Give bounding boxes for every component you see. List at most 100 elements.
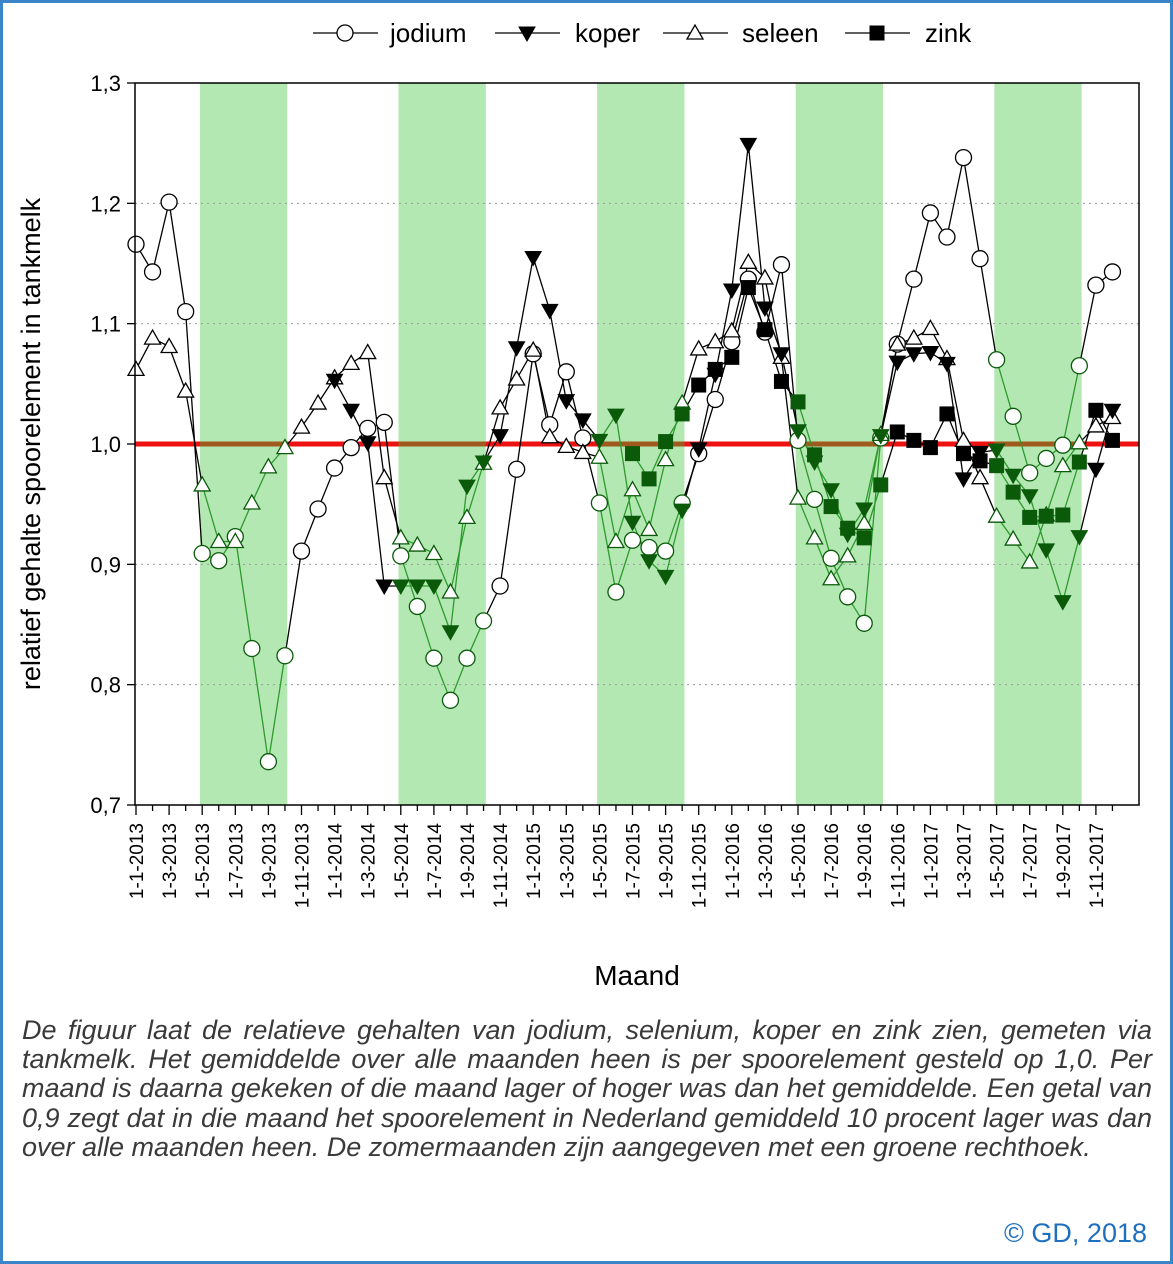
marker-koper-33 bbox=[673, 503, 692, 520]
marker-zink-31 bbox=[641, 471, 657, 487]
figure-caption: De figuur laat de relatieve gehalten van… bbox=[22, 1015, 1152, 1162]
line-koper-35 bbox=[714, 289, 733, 375]
line-jodium-7 bbox=[251, 648, 270, 762]
marker-koper-52 bbox=[987, 443, 1006, 460]
line-jodium-46 bbox=[896, 278, 915, 345]
marker-seleen-9 bbox=[275, 438, 295, 455]
marker-jodium-59 bbox=[1103, 263, 1122, 281]
marker-seleen-11 bbox=[308, 393, 328, 410]
marker-zink-37 bbox=[740, 280, 756, 296]
y-axis-label: relatief gehalte spoorelement in tankmel… bbox=[16, 197, 46, 690]
marker-koper-14 bbox=[358, 436, 377, 452]
marker-seleen-34 bbox=[689, 339, 708, 356]
marker-zink-47 bbox=[906, 432, 922, 448]
marker-zink-50 bbox=[956, 446, 971, 462]
marker-jodium-30 bbox=[623, 531, 642, 549]
line-seleen-3 bbox=[185, 390, 203, 486]
marker-koper-24 bbox=[524, 250, 543, 267]
line-jodium-26 bbox=[565, 371, 584, 439]
marker-zink-42 bbox=[823, 499, 839, 515]
line-koper-19 bbox=[449, 486, 468, 632]
line-jodium-51 bbox=[979, 258, 998, 360]
x-tick-label-1-3-2016: 1-3-2016 bbox=[756, 823, 777, 899]
marker-seleen-40 bbox=[788, 488, 808, 505]
marker-zink-30 bbox=[625, 446, 640, 462]
legend-marker-jodium bbox=[336, 24, 354, 42]
marker-koper-30 bbox=[623, 515, 642, 532]
marker-seleen-57 bbox=[1070, 433, 1089, 450]
line-seleen-55 bbox=[1045, 465, 1064, 516]
marker-jodium-14 bbox=[359, 419, 377, 438]
marker-koper-39 bbox=[772, 347, 791, 363]
marker-seleen-52 bbox=[987, 506, 1006, 523]
marker-jodium-1 bbox=[143, 263, 162, 281]
marker-seleen-5 bbox=[209, 532, 228, 549]
marker-jodium-16 bbox=[392, 547, 410, 565]
line-jodium-29 bbox=[615, 540, 634, 593]
x-tick-label-1-5-2014: 1-5-2014 bbox=[392, 823, 413, 899]
marker-jodium-55 bbox=[1037, 449, 1055, 468]
line-jodium-53 bbox=[1012, 416, 1031, 474]
marker-seleen-29 bbox=[606, 532, 626, 549]
marker-seleen-48 bbox=[921, 319, 940, 336]
marker-zink-57 bbox=[1071, 454, 1087, 470]
line-jodium-25 bbox=[549, 371, 567, 425]
marker-seleen-14 bbox=[358, 343, 377, 360]
marker-jodium-48 bbox=[921, 204, 940, 222]
marker-koper-22 bbox=[491, 429, 509, 445]
marker-seleen-47 bbox=[904, 328, 923, 345]
legend-item-koper: koper bbox=[495, 18, 640, 48]
marker-seleen-37 bbox=[739, 252, 758, 269]
marker-seleen-10 bbox=[292, 417, 311, 434]
x-tick-label-1-1-2016: 1-1-2016 bbox=[723, 823, 744, 899]
x-tick-label-1-5-2016: 1-5-2016 bbox=[789, 823, 810, 899]
marker-koper-45 bbox=[871, 429, 890, 445]
marker-koper-57 bbox=[1070, 530, 1089, 546]
marker-jodium-5 bbox=[210, 552, 228, 570]
line-jodium-22 bbox=[499, 469, 518, 587]
marker-jodium-4 bbox=[193, 544, 211, 563]
y-tick-label-0,9: 0,9 bbox=[90, 552, 121, 577]
marker-koper-54 bbox=[1020, 489, 1039, 505]
marker-koper-37 bbox=[739, 137, 758, 154]
x-tick-label-1-11-2015: 1-11-2015 bbox=[690, 823, 711, 908]
x-tick-label-1-7-2015: 1-7-2015 bbox=[624, 823, 645, 899]
marker-seleen-53 bbox=[1004, 529, 1023, 546]
line-jodium-9 bbox=[284, 550, 303, 656]
marker-koper-23 bbox=[507, 341, 526, 357]
marker-seleen-28 bbox=[590, 447, 609, 464]
marker-jodium-13 bbox=[342, 438, 360, 457]
line-koper-56 bbox=[1062, 536, 1080, 602]
line-jodium-38 bbox=[764, 264, 783, 333]
marker-jodium-50 bbox=[954, 148, 973, 167]
marker-seleen-20 bbox=[457, 508, 477, 525]
x-tick-label-1-11-2014: 1-11-2014 bbox=[491, 823, 512, 909]
x-tick-label-1-7-2017: 1-7-2017 bbox=[1021, 823, 1042, 899]
line-seleen-28 bbox=[598, 457, 617, 542]
line-seleen-49 bbox=[946, 358, 965, 441]
marker-jodium-21 bbox=[474, 612, 493, 630]
marker-zink-56 bbox=[1055, 507, 1071, 523]
line-jodium-8 bbox=[267, 655, 286, 762]
marker-seleen-56 bbox=[1053, 456, 1072, 473]
line-seleen-33 bbox=[681, 348, 700, 404]
line-zink-40 bbox=[797, 401, 816, 456]
x-tick-label-1-5-2013: 1-5-2013 bbox=[193, 823, 214, 899]
marker-koper-26 bbox=[557, 394, 576, 410]
marker-zink-40 bbox=[790, 394, 806, 410]
line-seleen-2 bbox=[168, 346, 187, 392]
marker-jodium-18 bbox=[425, 649, 443, 667]
marker-seleen-32 bbox=[656, 450, 675, 467]
marker-jodium-10 bbox=[292, 542, 311, 560]
marker-zink-51 bbox=[972, 453, 988, 469]
marker-jodium-49 bbox=[938, 228, 956, 246]
line-koper-18 bbox=[433, 585, 452, 632]
marker-jodium-39 bbox=[772, 256, 791, 274]
legend-item-seleen: seleen bbox=[663, 18, 819, 48]
marker-jodium-26 bbox=[557, 363, 575, 381]
x-tick-label-1-7-2014: 1-7-2014 bbox=[425, 823, 446, 899]
marker-zink-38 bbox=[757, 322, 773, 338]
x-tick-label-1-9-2016: 1-9-2016 bbox=[855, 823, 876, 899]
legend-label-seleen: seleen bbox=[742, 18, 819, 48]
